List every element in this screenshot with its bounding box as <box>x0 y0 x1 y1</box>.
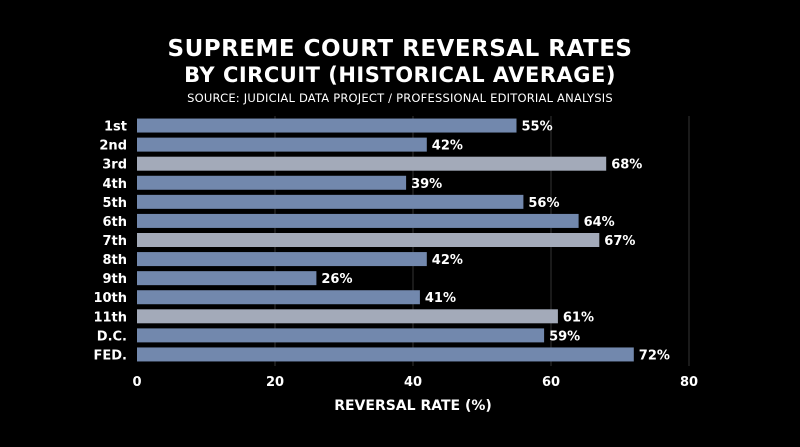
category-label: 11th <box>93 310 127 325</box>
bar <box>137 328 545 343</box>
category-label: 5th <box>102 196 127 211</box>
value-label: 41% <box>425 291 456 306</box>
x-tick-label: 20 <box>266 375 284 390</box>
x-tick-label: 40 <box>404 375 422 390</box>
chart-title: SUPREME COURT REVERSAL RATES <box>167 36 633 62</box>
value-label: 64% <box>584 215 615 230</box>
value-label: 61% <box>563 310 594 325</box>
category-label: 10th <box>93 291 127 306</box>
category-label: 9th <box>102 272 127 287</box>
bars <box>137 118 634 362</box>
x-tick-label: 0 <box>132 375 141 390</box>
chart-source: SOURCE: JUDICIAL DATA PROJECT / PROFESSI… <box>187 91 613 105</box>
bar <box>137 252 427 267</box>
x-tick-label: 80 <box>680 375 698 390</box>
category-label: FED. <box>94 348 128 363</box>
value-label: 42% <box>432 253 463 268</box>
value-label: 56% <box>528 196 559 211</box>
value-label: 59% <box>549 329 580 344</box>
bar <box>137 156 607 171</box>
bar <box>137 213 579 228</box>
value-label: 26% <box>321 272 352 287</box>
value-label: 42% <box>432 139 463 154</box>
value-label: 72% <box>639 348 670 363</box>
bar <box>137 137 427 152</box>
bar <box>137 194 524 209</box>
category-label: 7th <box>102 234 127 249</box>
bar <box>137 118 517 133</box>
bar <box>137 233 600 247</box>
chart-subtitle: BY CIRCUIT (HISTORICAL AVERAGE) <box>184 63 616 87</box>
category-label: 4th <box>102 177 127 192</box>
bar <box>137 290 420 305</box>
category-label: 1st <box>104 120 127 135</box>
value-label: 67% <box>604 234 635 249</box>
bar <box>137 175 407 190</box>
bar <box>137 271 317 286</box>
category-label: 3rd <box>102 158 127 173</box>
labels: 0 20 40 60 80 1st 55% 2nd 42% 3rd 68% 4th 39% 5th 56% 6… <box>93 120 698 390</box>
category-label: 8th <box>102 253 127 268</box>
category-label: 2nd <box>99 139 127 154</box>
x-tick-label: 60 <box>542 375 560 390</box>
x-axis-label: REVERSAL RATE (%) <box>334 398 492 414</box>
value-label: 55% <box>522 120 553 135</box>
value-label: 39% <box>411 177 442 192</box>
category-label: 6th <box>102 215 127 230</box>
bar <box>137 309 558 324</box>
value-label: 68% <box>611 158 642 173</box>
category-label: D.C. <box>97 329 127 344</box>
bar <box>137 347 634 362</box>
